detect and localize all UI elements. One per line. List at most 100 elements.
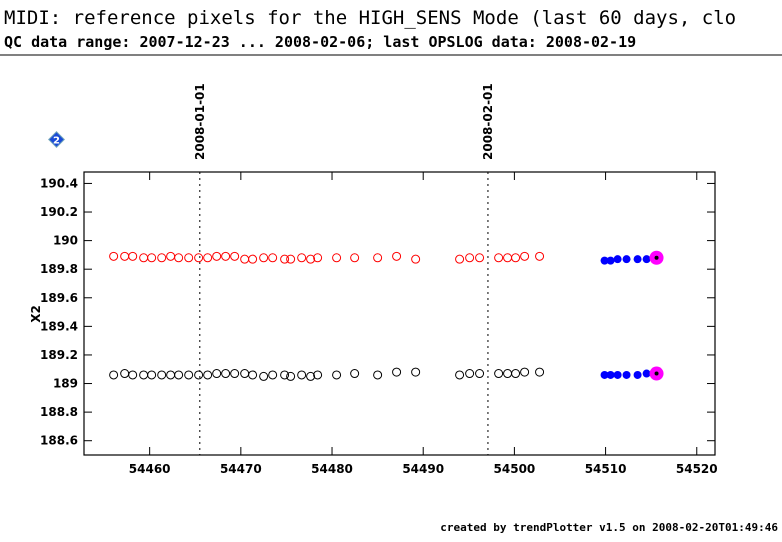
point [212,251,222,261]
point [109,251,119,261]
point [350,369,360,379]
point [622,255,631,264]
y-tick-label: 189.4 [40,319,78,333]
point [240,369,250,379]
point [109,370,119,380]
y-tick-label: 189.6 [40,291,78,305]
point [503,253,513,263]
reference-label: 2008-02-01 [481,83,495,160]
point [297,253,307,263]
point [147,370,157,380]
point [600,370,609,379]
point [166,370,176,380]
point [613,255,622,264]
point [248,254,258,264]
y-axis-label: X2 [29,305,43,323]
x-tick-label: 54520 [676,462,718,476]
point [350,253,360,263]
point [613,370,622,379]
point [120,369,130,379]
y-tick-label: 189.8 [40,262,78,276]
point [642,369,651,378]
point [174,370,184,380]
x-tick-label: 54470 [220,462,262,476]
point [392,367,402,377]
point [194,370,204,380]
plot-frame [83,171,716,456]
point [230,369,240,379]
point [184,253,194,263]
point [606,370,615,379]
point [259,371,269,381]
point [297,370,307,380]
point [313,253,323,263]
point [455,370,465,380]
point [203,370,213,380]
chart-subtitle: QC data range: 2007-12-23 ... 2008-02-06… [4,33,636,51]
point [373,253,383,263]
point [128,251,138,261]
x-tick-label: 54480 [311,462,353,476]
point [633,370,642,379]
point-core [654,255,659,260]
point [248,370,258,380]
point [268,253,278,263]
point [535,367,545,377]
point [465,369,475,379]
point [392,251,402,261]
x-tick-label: 54490 [402,462,444,476]
point [332,370,342,380]
point [157,253,167,263]
point [166,251,176,261]
point [230,251,240,261]
y-tick-label: 190.2 [40,205,78,219]
point [139,253,149,263]
point [286,254,296,264]
point [221,251,231,261]
point [475,369,485,379]
point [120,251,130,261]
point [511,253,521,263]
point [203,253,213,263]
point [174,253,184,263]
point [280,370,290,380]
x-tick-label: 54500 [494,462,536,476]
y-tick-label: 189.2 [40,348,78,362]
point [535,251,545,261]
badge-label: 2 [53,136,60,147]
y-tick-label: 190 [53,234,78,248]
point [332,253,342,263]
point [411,367,421,377]
y-tick-label: 188.6 [40,434,78,448]
x-tick-label: 54510 [585,462,627,476]
y-tick-label: 189 [53,377,78,391]
point [313,370,323,380]
point-core [654,371,659,376]
point [128,370,138,380]
point [465,253,475,263]
point [475,253,485,263]
point [520,367,530,377]
point [606,256,615,265]
point [306,254,316,264]
point [511,369,521,379]
point [520,251,530,261]
point [622,370,631,379]
point [240,254,250,264]
point [157,370,167,380]
point [455,254,465,264]
point [280,254,290,264]
highlight-point [649,366,664,381]
point [139,370,149,380]
point [259,253,269,263]
point [633,255,642,264]
point [147,253,157,263]
badge [48,131,65,148]
point [373,370,383,380]
y-tick-label: 188.8 [40,405,78,419]
point [184,370,194,380]
reference-label: 2008-01-01 [193,83,207,160]
point [268,370,278,380]
highlight-point [649,250,664,265]
